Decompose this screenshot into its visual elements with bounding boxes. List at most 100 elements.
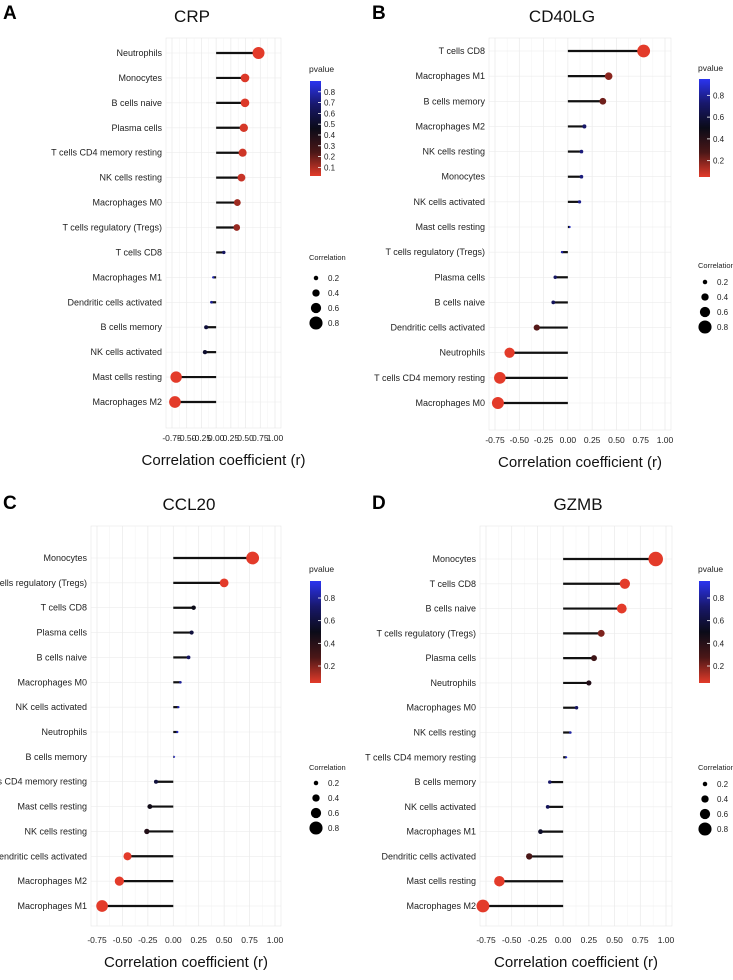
lollipop-point (176, 730, 179, 734)
lollipop-point (579, 174, 584, 179)
panel-c: C CCL20 Monocytes T cells regulatory (Tregs… (0, 493, 346, 971)
category-label: T cells regulatory (Tregs) (385, 247, 485, 257)
lollipop-point (597, 629, 605, 637)
category-label: Plasma cells (434, 272, 485, 282)
colorbar-tick-label: 0.6 (713, 617, 725, 626)
pvalue-legend-title: pvalue (698, 63, 723, 73)
category-label: Plasma cells (111, 123, 162, 133)
pvalue-colorbar (699, 79, 710, 177)
size-legend-label: 0.6 (328, 809, 340, 818)
x-axis-label: Correlation coefficient (r) (494, 954, 658, 971)
colorbar-tick-label: 0.8 (713, 594, 725, 603)
lollipop-point (147, 804, 153, 810)
x-tick-label: -0.50 (502, 935, 522, 945)
category-label: Dendritic cells activated (381, 851, 476, 861)
category-label: B cells naive (111, 98, 162, 108)
size-legend-label: 0.4 (328, 289, 340, 298)
colorbar-tick-label: 0.2 (713, 157, 725, 166)
x-axis-label: Correlation coefficient (r) (104, 954, 268, 971)
category-label: Mast cells resting (406, 876, 476, 886)
category-label: Macrophages M1 (406, 827, 476, 837)
lollipop-point (153, 779, 159, 784)
panel-b: B CD40LG T cells CD8 Macrophages M1 B cells … (372, 3, 733, 471)
lollipop-point (144, 828, 150, 835)
size-legend-dot (313, 780, 319, 786)
x-tick-label: -0.75 (476, 935, 496, 945)
colorbar-tick-label: 0.4 (324, 131, 336, 140)
category-label: Dendritic cells activated (390, 323, 485, 333)
size-legend-title: Correlation (309, 763, 346, 772)
x-tick-label: -0.50 (510, 435, 530, 445)
lollipop-point (123, 852, 132, 861)
category-label: NK cells activated (15, 702, 87, 712)
size-legend-dot (701, 795, 709, 803)
size-legend-dot (701, 293, 709, 301)
category-label: Macrophages M2 (17, 876, 87, 886)
lollipop-point (239, 123, 248, 132)
lollipop-point (237, 173, 246, 182)
category-label: Macrophages M0 (406, 703, 476, 713)
size-legend-dot (702, 781, 708, 787)
x-tick-label: -0.25 (528, 935, 548, 945)
category-label: NK cells resting (24, 826, 87, 836)
category-label: T cells regulatory (Tregs) (62, 223, 162, 233)
category-label: B cells memory (414, 777, 476, 787)
x-tick-label: 0.25 (584, 435, 601, 445)
category-label: NK cells activated (413, 197, 485, 207)
lollipop-point (494, 372, 506, 384)
colorbar-tick-label: 0.7 (324, 99, 336, 108)
size-legend-dot (699, 808, 711, 820)
category-label: Plasma cells (36, 628, 87, 638)
lollipop-point (545, 804, 550, 809)
size-legend-label: 0.6 (717, 810, 729, 819)
x-tick-label: 1.00 (267, 935, 284, 945)
chart-title: CD40LG (529, 7, 595, 26)
lollipop-point (173, 755, 176, 758)
category-label: Macrophages M2 (92, 397, 162, 407)
colorbar-tick-label: 0.3 (324, 142, 336, 151)
size-legend-dot (698, 822, 712, 836)
lollipop-point (240, 98, 250, 108)
category-label: Macrophages M2 (415, 121, 485, 131)
x-tick-label: -0.50 (113, 935, 133, 945)
category-label: Monocytes (43, 553, 87, 563)
category-label: Dendritic cells activated (67, 297, 162, 307)
x-tick-label: 0.00 (208, 433, 225, 443)
x-tick-label: 0.25 (190, 935, 207, 945)
x-tick-label: 0.25 (581, 935, 598, 945)
category-label: NK cells activated (404, 802, 476, 812)
category-label: Neutrophils (116, 48, 162, 58)
lollipop-point (476, 899, 490, 913)
x-tick-label: 0.00 (165, 935, 182, 945)
category-label: Macrophages M1 (17, 901, 87, 911)
panel-letter: A (3, 3, 17, 24)
x-tick-label: -0.25 (138, 935, 158, 945)
pvalue-legend-title: pvalue (309, 564, 334, 574)
colorbar-tick-label: 0.2 (324, 153, 336, 162)
lollipop-point (186, 655, 191, 660)
x-tick-label: 0.75 (632, 935, 649, 945)
lollipop-point (204, 325, 209, 330)
lollipop-point (494, 875, 505, 887)
x-tick-label: 0.50 (606, 935, 623, 945)
category-label: Mast cells resting (92, 372, 162, 382)
x-tick-label: -0.25 (192, 433, 212, 443)
category-label: Monocytes (441, 172, 485, 182)
lollipop-point (619, 578, 630, 589)
lollipop-point (553, 275, 557, 280)
size-legend-dot (310, 302, 322, 314)
size-legend-dot (699, 306, 711, 318)
category-label: T cells regulatory (Tregs) (0, 578, 87, 588)
size-legend-dot (312, 794, 320, 802)
lollipop-point (533, 324, 540, 331)
size-legend-dot (313, 275, 319, 281)
lollipop-point (648, 551, 663, 567)
category-label: B cells naive (434, 297, 485, 307)
category-label: B cells memory (423, 96, 485, 106)
panel-letter: C (3, 493, 17, 514)
lollipop-point (569, 731, 572, 734)
category-label: NK cells resting (99, 173, 162, 183)
category-label: NK cells resting (422, 147, 485, 157)
category-label: Dendritic cells activated (0, 851, 87, 861)
